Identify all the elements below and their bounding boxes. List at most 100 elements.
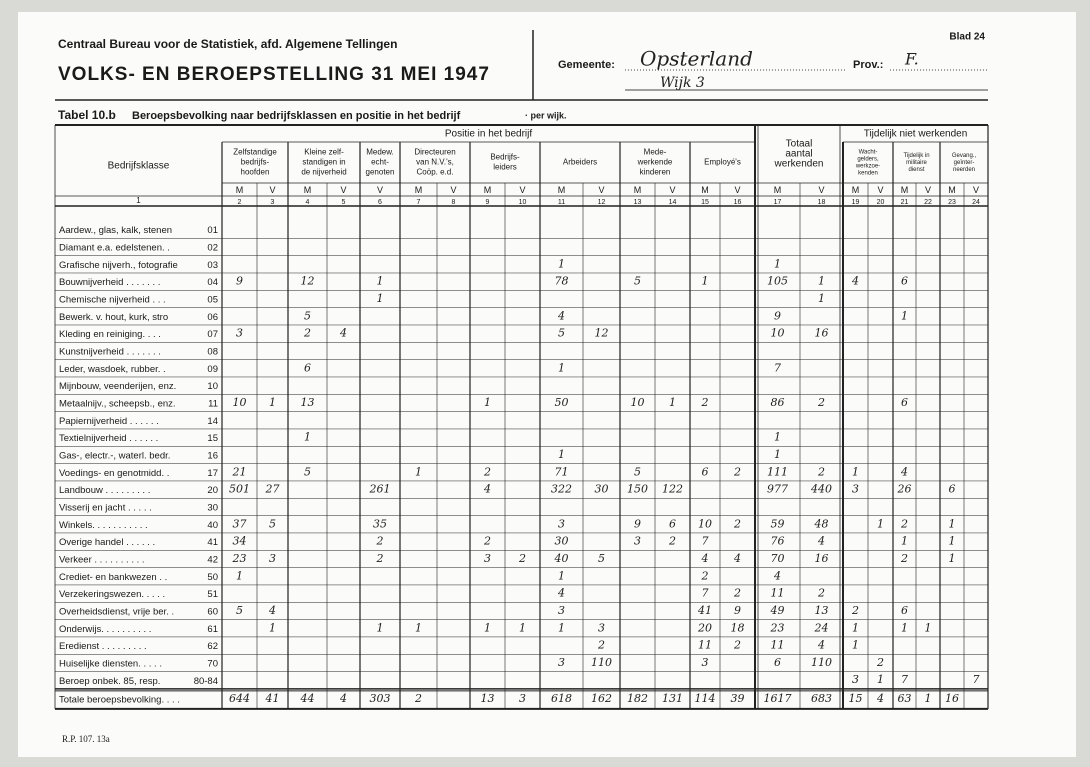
cell-value: 110 <box>591 656 612 669</box>
cell-value: 1 <box>852 621 859 634</box>
cell-value: 1 <box>558 448 565 461</box>
form-code: R.P. 107. 13a <box>62 734 110 744</box>
row-code: 70 <box>207 658 218 669</box>
cell-value: 2 <box>876 656 884 669</box>
cell-value: 21 <box>232 465 247 478</box>
column-header: van N.V.'s, <box>416 158 454 167</box>
cell-value: 3 <box>269 552 276 565</box>
cell-value: 4 <box>851 275 859 288</box>
cell-value: 5 <box>598 552 605 565</box>
column-header: aantal <box>785 149 812 160</box>
cell-value: 6 <box>949 483 956 496</box>
positie-header: Positie in het bedrijf <box>445 129 532 140</box>
cell-value: 1 <box>925 692 932 705</box>
cell-value: 2 <box>817 465 825 478</box>
cell-value: 50 <box>555 396 569 409</box>
row-code: 02 <box>207 243 218 254</box>
cell-value: 39 <box>731 692 745 705</box>
column-number: 22 <box>924 199 932 206</box>
cell-value: 7 <box>973 673 980 686</box>
cell-value: 9 <box>734 604 741 617</box>
cell-value: 1 <box>558 621 565 634</box>
cell-value: 1 <box>269 621 276 634</box>
cell-value: 7 <box>702 535 709 548</box>
mv-label: M <box>634 185 642 195</box>
cell-value: 20 <box>697 621 712 634</box>
cell-value: 18 <box>731 621 745 634</box>
cell-value: 59 <box>771 517 785 530</box>
cell-value: 182 <box>627 692 648 705</box>
cell-value: 6 <box>304 361 311 374</box>
row-code: 42 <box>207 554 218 565</box>
cell-value: 2 <box>733 587 741 600</box>
mv-label: V <box>519 185 525 195</box>
row-code: 20 <box>207 485 218 496</box>
column-header: Directeuren <box>414 148 455 157</box>
cell-value: 4 <box>876 692 884 705</box>
column-header: dienst <box>908 167 924 173</box>
mv-label: V <box>450 185 456 195</box>
row-label: Beroep onbek. 85, resp. <box>59 676 160 687</box>
cell-value: 5 <box>304 465 311 478</box>
row-label: Aardew., glas, kalk, stenen <box>59 225 172 236</box>
cell-value: 78 <box>555 275 569 288</box>
label-header: Bedrijfsklasse <box>108 161 170 172</box>
cell-value: 6 <box>702 465 709 478</box>
cell-value: 1 <box>519 621 526 634</box>
cell-value: 24 <box>814 621 829 634</box>
cell-value: 4 <box>733 552 741 565</box>
cell-value: 27 <box>265 483 280 496</box>
cell-value: 16 <box>815 552 829 565</box>
cell-value: 1 <box>377 275 384 288</box>
gemeente-value: Opsterland <box>640 47 753 71</box>
cell-value: 40 <box>554 552 569 565</box>
row-label: Eredienst . . . . . . . . . <box>59 641 147 652</box>
row-code: 06 <box>207 312 218 323</box>
cell-value: 2 <box>701 569 709 582</box>
row-label: Bewerk. v. hout, kurk, stro <box>59 312 168 323</box>
column-header: kinderen <box>640 168 671 177</box>
mv-label: M <box>948 185 956 195</box>
column-number: 10 <box>519 199 527 206</box>
row-label: Verzekeringswezen. . . . . <box>59 589 165 600</box>
cell-value: 3 <box>236 327 243 340</box>
cell-value: 5 <box>236 604 243 617</box>
cell-value: 10 <box>233 396 247 409</box>
mv-label: V <box>925 185 931 195</box>
table-number: Tabel 10.b <box>58 108 116 122</box>
row-label: Metaalnijv., scheepsb., enz. <box>59 398 176 409</box>
cell-value: 3 <box>558 604 565 617</box>
cell-value: 618 <box>551 692 572 705</box>
row-label: Onderwijs. . . . . . . . . . <box>59 624 151 635</box>
column-header: werkzoe- <box>855 164 880 170</box>
row-label: Visserij en jacht . . . . . <box>59 502 152 513</box>
cell-value: 2 <box>851 604 859 617</box>
cell-value: 26 <box>897 483 912 496</box>
row-code: 61 <box>207 624 218 635</box>
blad-number: Blad 24 <box>949 32 985 43</box>
cell-value: 1 <box>236 569 243 582</box>
cell-value: 1 <box>774 448 781 461</box>
cell-value: 3 <box>558 656 565 669</box>
mv-label: M <box>558 185 566 195</box>
cell-value: 2 <box>483 465 491 478</box>
cell-value: 1 <box>877 517 884 530</box>
column-number: 15 <box>701 199 709 206</box>
cell-value: 4 <box>701 552 709 565</box>
column-header: militaire <box>906 160 927 166</box>
column-header: Tijdelijk in <box>903 153 929 159</box>
cell-value: 1 <box>949 552 956 565</box>
cell-value: 1 <box>484 621 491 634</box>
cell-value: 2 <box>733 465 741 478</box>
row-label: Crediet- en bankwezen . . <box>59 572 167 583</box>
cell-value: 110 <box>811 656 832 669</box>
row-label: Bouwnijverheid . . . . . . . <box>59 277 160 288</box>
cell-value: 440 <box>810 483 832 496</box>
column-header: Bedrijfs- <box>490 153 520 162</box>
cell-value: 114 <box>695 692 716 705</box>
cell-value: 501 <box>229 483 250 496</box>
table-title: Beroepsbevolking naar bedrijfsklassen en… <box>132 110 461 122</box>
mv-label: M <box>236 185 244 195</box>
cell-value: 3 <box>852 483 859 496</box>
cell-value: 4 <box>483 483 491 496</box>
